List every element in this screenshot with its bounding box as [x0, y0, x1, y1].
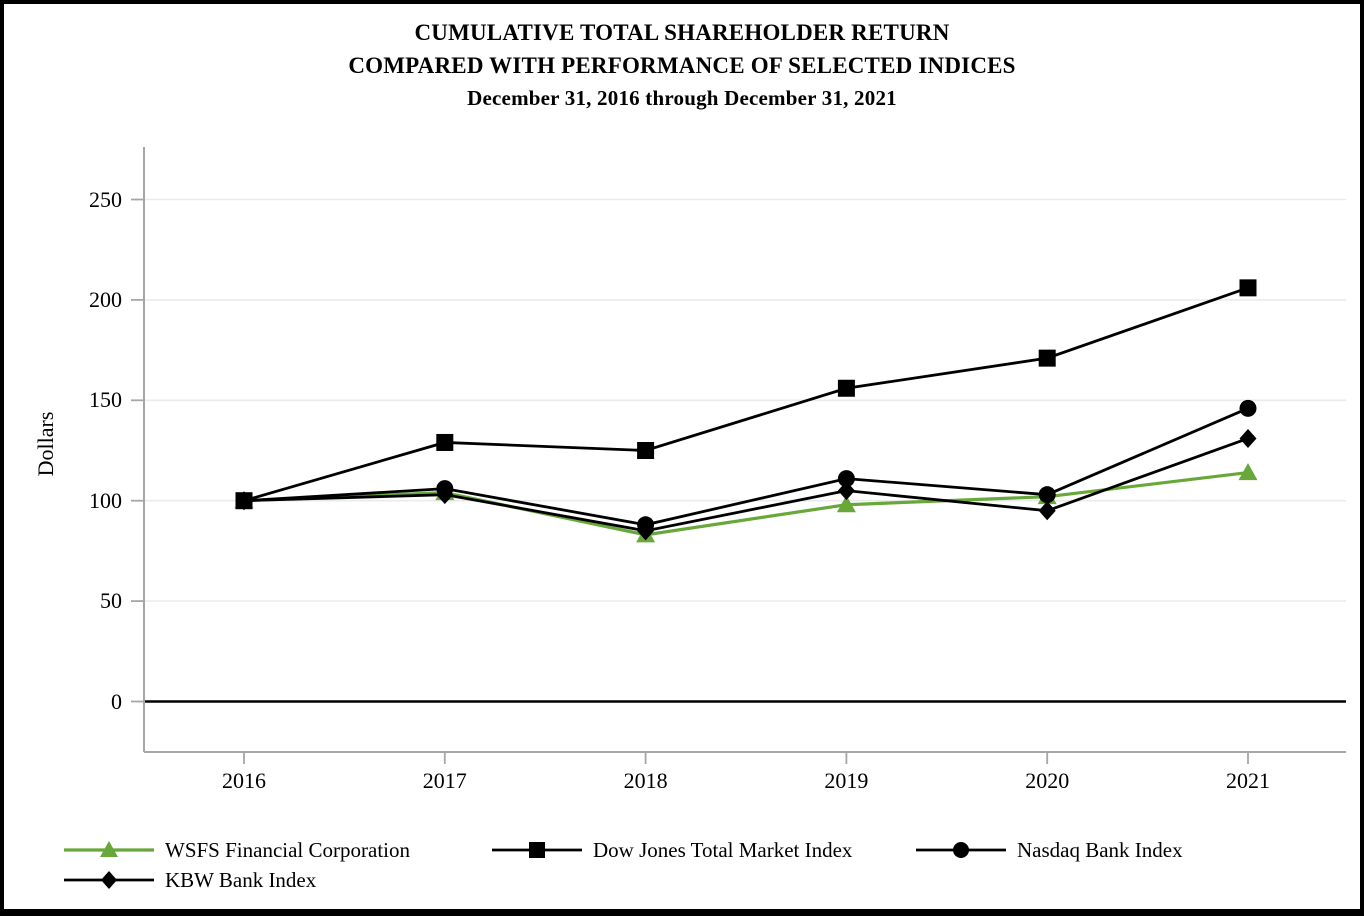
circle-marker [837, 470, 855, 488]
legend-item-nasdaq-bank: Nasdaq Bank Index [914, 838, 1183, 862]
square-marker-icon [529, 842, 545, 858]
x-tick-label: 2019 [824, 768, 869, 793]
circle-marker [637, 516, 655, 534]
legend-item-wsfs: WSFS Financial Corporation [62, 838, 410, 862]
circle-marker-icon [953, 842, 969, 858]
diamond-marker [1239, 428, 1257, 448]
y-tick-label: 50 [100, 588, 122, 614]
triangle-marker [1238, 463, 1258, 481]
chart-title-line-3: December 31, 2016 through December 31, 2… [467, 86, 897, 110]
chart-title-line-2: COMPARED WITH PERFORMANCE OF SELECTED IN… [348, 53, 1016, 78]
chart-title-line-1: CUMULATIVE TOTAL SHAREHOLDER RETURN [414, 20, 950, 45]
x-tick-label: 2021 [1226, 768, 1270, 793]
square-marker [637, 442, 655, 459]
diamond-marker [1038, 501, 1056, 521]
square-marker [837, 379, 855, 397]
series-line-0 [243, 470, 1249, 537]
y-tick-label: 200 [89, 286, 122, 312]
circle-marker [1038, 486, 1056, 504]
circle-marker [436, 480, 454, 498]
triangle-marker-icon [100, 841, 118, 857]
circle-marker [1239, 399, 1257, 417]
chart-title: CUMULATIVE TOTAL SHAREHOLDER RETURN COMP… [4, 16, 1360, 115]
legend-label: Nasdaq Bank Index [1017, 837, 1183, 862]
series-line-3 [243, 437, 1249, 533]
nasdaq-line-circle-icon [916, 842, 1006, 858]
y-tick-label: 250 [89, 186, 122, 212]
x-tick-label: 2018 [623, 768, 668, 793]
legend-label: KBW Bank Index [165, 867, 317, 892]
legend-label: Dow Jones Total Market Index [593, 837, 853, 862]
y-tick-label: 100 [89, 487, 122, 513]
legend-item-kbw-bank: KBW Bank Index [62, 868, 316, 892]
legend-label: WSFS Financial Corporation [165, 837, 410, 862]
square-marker [1239, 279, 1257, 297]
dow-jones-line-square-icon [492, 842, 582, 858]
series-line-2 [243, 407, 1249, 527]
chart-canvas [131, 147, 1346, 764]
x-tick-label: 2016 [222, 768, 266, 793]
series-line-1 [243, 286, 1249, 503]
kbw-line-diamond-icon [64, 871, 154, 889]
diamond-marker-icon [101, 871, 117, 889]
triangle-marker [836, 495, 856, 513]
legend-item-dow-jones: Dow Jones Total Market Index [490, 838, 852, 862]
square-marker [436, 433, 454, 451]
y-tick-label: 0 [111, 688, 122, 714]
x-tick-label: 2017 [422, 768, 467, 793]
wsfs-line-triangle-icon [64, 841, 154, 857]
square-marker [235, 492, 253, 510]
y-tick-label: 150 [89, 387, 122, 413]
square-marker [1038, 349, 1056, 367]
x-tick-label: 2020 [1025, 768, 1070, 793]
